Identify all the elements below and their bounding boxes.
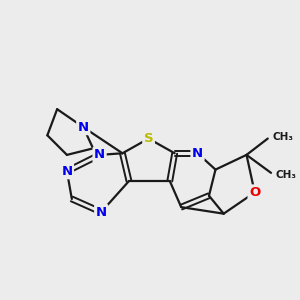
- Text: N: N: [96, 206, 107, 218]
- Text: N: N: [61, 165, 73, 178]
- Text: N: N: [78, 121, 89, 134]
- Text: N: N: [192, 147, 203, 160]
- Text: S: S: [144, 132, 153, 145]
- Text: CH₃: CH₃: [276, 170, 297, 180]
- Text: O: O: [249, 186, 260, 199]
- Text: N: N: [94, 148, 105, 161]
- Text: CH₃: CH₃: [273, 132, 294, 142]
